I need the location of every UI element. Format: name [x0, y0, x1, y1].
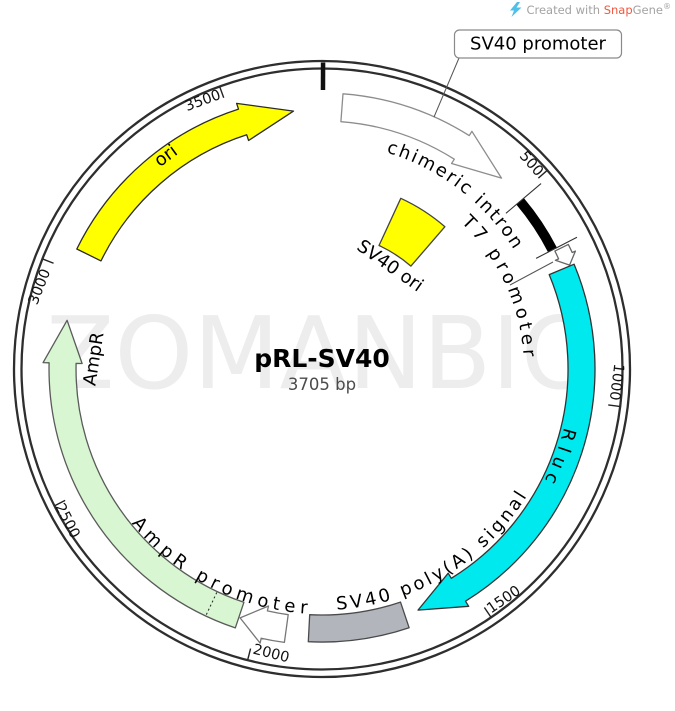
feature-ampr[interactable]	[42, 319, 245, 629]
feature-boundary-tick	[535, 236, 578, 259]
plasmid-size: 3705 bp	[288, 375, 356, 394]
watermark-text: ZOMANBIO	[46, 295, 600, 412]
tick-label-1500: 1500	[484, 583, 524, 617]
tick-mark-1500	[483, 607, 492, 618]
tick-label-2500: 2500	[51, 501, 82, 541]
snapgene-icon	[510, 2, 522, 17]
credit-text: Created with SnapGene®	[526, 2, 671, 17]
sv40-promoter-label-box[interactable]	[453, 29, 623, 59]
tick-mark-2000	[247, 648, 252, 660]
leader-line-sv40-promoter	[433, 57, 460, 118]
plasmid-name: pRL-SV40	[254, 344, 390, 373]
tick-mark-500	[537, 170, 548, 179]
feature-sv40-polya[interactable]	[307, 601, 410, 643]
feature-ori[interactable]	[76, 102, 295, 262]
feature-label-ampr[interactable]: AmpR	[79, 331, 108, 387]
snapgene-credit: Created with SnapGene®	[509, 2, 671, 17]
leader-line-t7-promoter	[509, 261, 554, 286]
tick-mark-3000	[42, 258, 54, 264]
tick-mark-1000	[608, 404, 620, 408]
feature-label-sv40-promoter[interactable]: SV40 promoter	[470, 34, 606, 55]
tick-mark-3500	[219, 86, 225, 98]
feature-chimeric-intron[interactable]	[516, 198, 557, 253]
tick-label-1000: 1000	[606, 363, 626, 402]
feature-ampr-promoter[interactable]	[239, 605, 289, 644]
feature-sv40-ori[interactable]	[378, 197, 446, 267]
feature-boundary-tick	[505, 183, 542, 214]
plasmid-backbone-outer-ring	[12, 59, 632, 679]
tick-mark-2500	[54, 499, 66, 507]
feature-rluc[interactable]	[417, 263, 596, 611]
feature-sv40-promoter[interactable]	[340, 93, 503, 179]
feature-t7-promoter[interactable]	[554, 243, 577, 266]
